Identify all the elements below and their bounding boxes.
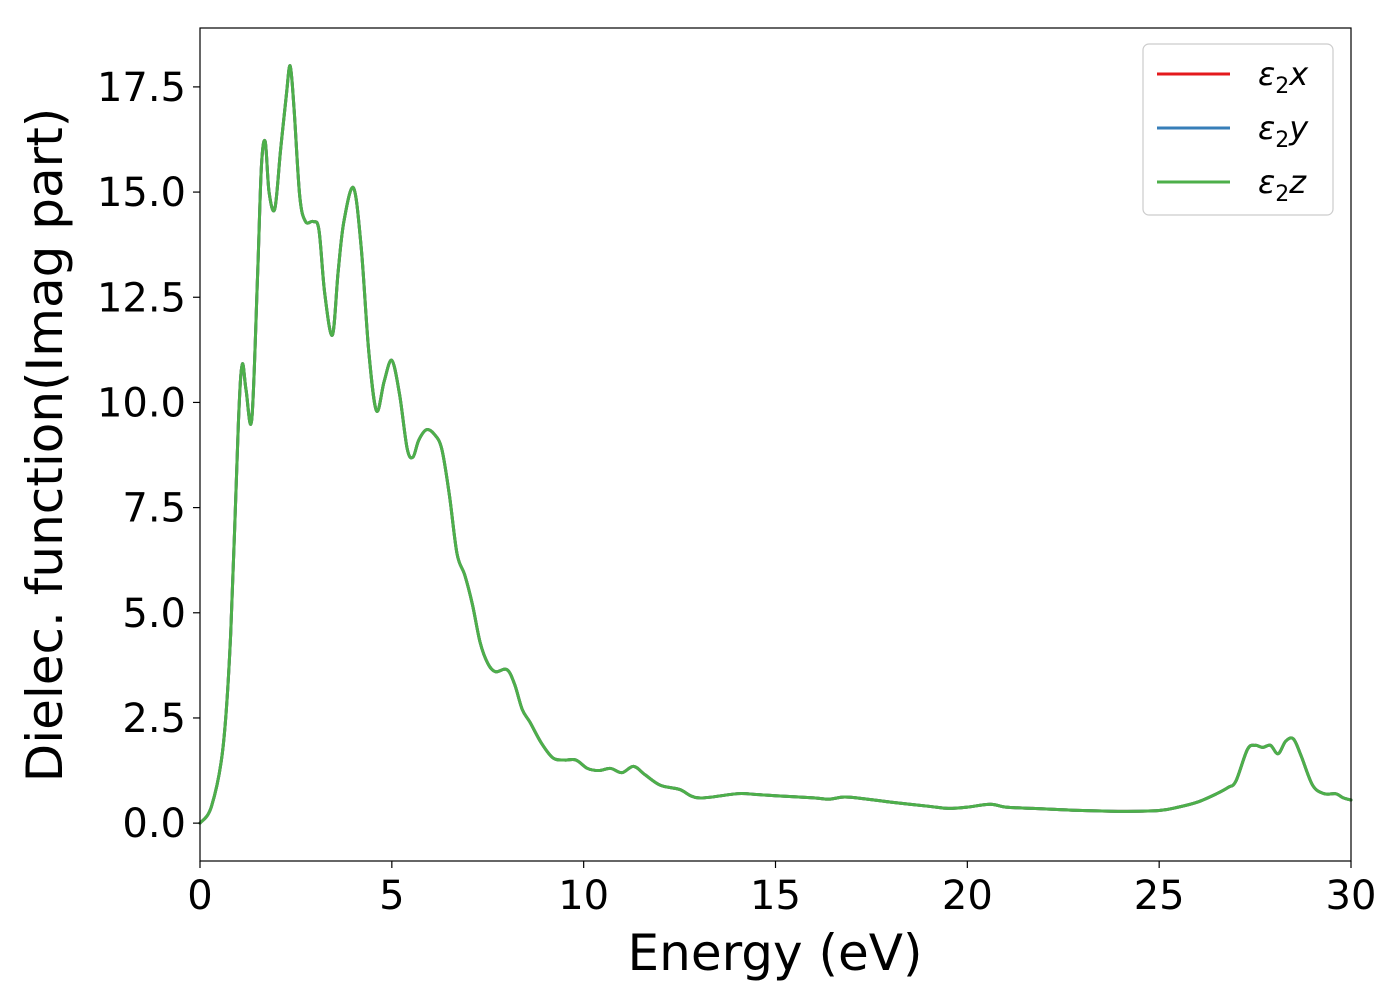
- legend-label-z: ε2z: [1258, 163, 1307, 207]
- x-tick-label: 10: [558, 873, 609, 919]
- series-line-z: [198, 64, 1353, 825]
- y-tick-label: 15.0: [97, 170, 186, 216]
- x-tick-label: 25: [1134, 873, 1185, 919]
- x-tick-label: 5: [379, 873, 404, 919]
- x-tick-label: 20: [942, 873, 993, 919]
- x-tick-label: 30: [1326, 873, 1377, 919]
- series-layer: [198, 64, 1353, 825]
- legend-label-x: ε2x: [1258, 55, 1309, 99]
- x-axis-label: Energy (eV): [628, 924, 923, 982]
- y-tick-label: 10.0: [97, 380, 186, 426]
- x-axis: 0 5 10 15 20 25 30: [187, 861, 1376, 919]
- y-tick-label: 7.5: [122, 486, 186, 532]
- x-tick-label: 0: [187, 873, 212, 919]
- legend: ε2x ε2y ε2z: [1142, 43, 1334, 216]
- y-axis-label: Dielec. function(Imag part): [16, 108, 74, 783]
- y-tick-label: 0.0: [122, 801, 186, 847]
- x-tick-label: 15: [750, 873, 801, 919]
- y-tick-label: 17.5: [97, 65, 186, 111]
- legend-box: [1142, 43, 1334, 216]
- legend-label-y: ε2y: [1258, 109, 1309, 153]
- y-tick-label: 2.5: [122, 696, 186, 742]
- y-tick-label: 12.5: [97, 275, 186, 321]
- y-axis: 0.0 2.5 5.0 7.5 10.0 12.5 15.0 17.5: [97, 65, 200, 847]
- y-tick-label: 5.0: [122, 591, 186, 637]
